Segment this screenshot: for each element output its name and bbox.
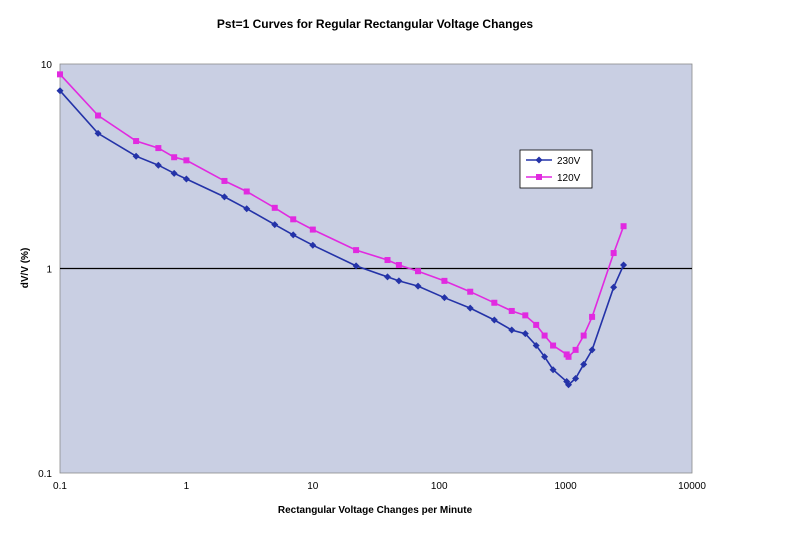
- data-point: [620, 261, 628, 269]
- data-point: [508, 307, 515, 314]
- data-point: [588, 346, 596, 354]
- data-point: [533, 321, 540, 328]
- y-tick-label: 1: [46, 265, 52, 276]
- data-point: [183, 157, 190, 164]
- data-point: [243, 205, 251, 213]
- data-point: [170, 169, 178, 177]
- data-point: [467, 288, 474, 295]
- data-point: [541, 353, 549, 361]
- legend-label: 230V: [557, 156, 581, 167]
- data-point: [384, 273, 392, 281]
- legend-marker: [536, 174, 542, 180]
- legend-marker: [535, 156, 543, 164]
- y-axis-label: dV/V (%): [20, 248, 31, 289]
- data-point: [466, 304, 474, 312]
- data-point: [572, 374, 580, 382]
- x-tick-label: 1000: [554, 481, 577, 492]
- x-tick-label: 0.1: [53, 481, 67, 492]
- data-point: [620, 223, 627, 230]
- data-point: [353, 247, 360, 254]
- data-point: [132, 152, 140, 160]
- x-tick-label: 100: [431, 481, 448, 492]
- data-point: [521, 330, 529, 338]
- legend-box: [519, 149, 593, 189]
- data-point: [271, 221, 279, 229]
- series-120V: [57, 71, 627, 360]
- data-point: [220, 193, 228, 201]
- data-point: [580, 332, 587, 339]
- data-point: [491, 299, 498, 306]
- data-point: [182, 175, 190, 183]
- data-point: [57, 71, 63, 78]
- data-point: [309, 226, 316, 233]
- data-point: [171, 154, 178, 161]
- data-point: [508, 326, 516, 334]
- legend-label: 120V: [557, 173, 581, 184]
- data-point: [541, 332, 548, 339]
- data-point: [289, 231, 297, 239]
- data-point: [221, 177, 228, 184]
- data-point: [440, 294, 448, 302]
- data-point: [610, 283, 618, 291]
- data-point: [414, 282, 422, 290]
- data-point: [384, 257, 391, 264]
- data-point: [290, 216, 297, 223]
- data-point: [271, 204, 278, 211]
- data-point: [415, 268, 422, 275]
- data-point: [155, 145, 162, 152]
- data-point: [550, 342, 557, 349]
- y-tick-label: 10: [41, 60, 53, 71]
- data-point: [565, 353, 572, 360]
- data-point: [154, 161, 162, 169]
- data-point: [352, 262, 360, 270]
- chart-title: Pst=1 Curves for Regular Rectangular Vol…: [217, 17, 534, 31]
- data-point: [572, 346, 579, 353]
- y-tick-label: 0.1: [38, 469, 52, 480]
- series-group: [56, 71, 628, 389]
- data-point: [565, 381, 573, 389]
- data-point: [243, 188, 250, 195]
- data-point: [589, 313, 596, 320]
- x-tick-label: 10000: [678, 481, 706, 492]
- axis-ticks: 0.1 1 10 100 1000 10000 0.1 1 10: [38, 60, 706, 492]
- data-point: [133, 138, 140, 145]
- data-point: [95, 112, 102, 119]
- data-point: [610, 250, 617, 257]
- data-point: [395, 277, 403, 285]
- data-point: [580, 360, 588, 368]
- x-axis-label: Rectangular Voltage Changes per Minute: [278, 505, 473, 516]
- data-point: [56, 87, 64, 95]
- series-230V: [56, 87, 628, 389]
- data-point: [490, 316, 498, 324]
- x-tick-label: 1: [184, 481, 190, 492]
- data-point: [549, 366, 557, 374]
- data-point: [532, 342, 540, 350]
- data-point: [395, 262, 402, 269]
- data-point: [522, 312, 529, 319]
- data-point: [309, 241, 317, 249]
- data-point: [441, 277, 448, 284]
- data-point: [94, 129, 102, 137]
- legend: 230V 120V: [519, 149, 593, 189]
- x-tick-label: 10: [307, 481, 319, 492]
